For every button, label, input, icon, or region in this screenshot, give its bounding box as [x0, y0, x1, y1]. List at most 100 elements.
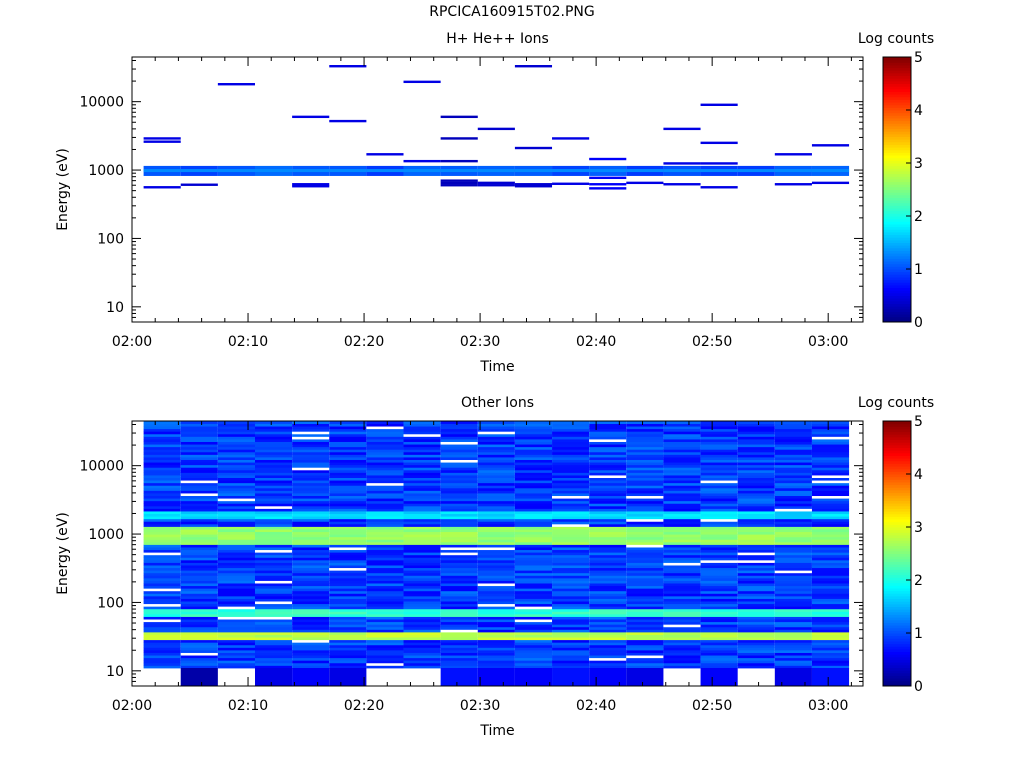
heatmap-cell	[774, 583, 812, 587]
heatmap-cell	[254, 575, 293, 579]
heatmap-cell	[514, 652, 553, 656]
heatmap-cell	[180, 423, 218, 427]
heatmap-cell	[700, 472, 738, 476]
colorbar-tick-label: 2	[914, 209, 923, 225]
heatmap-cell	[514, 660, 553, 664]
heatmap-cell	[292, 601, 330, 605]
heatmap-cell	[477, 626, 515, 630]
heatmap-cell	[403, 433, 441, 437]
heatmap-cell	[774, 567, 812, 571]
heatmap-cell	[366, 457, 404, 460]
heatmap-cell	[514, 588, 553, 592]
heatmap-cell	[700, 544, 738, 548]
heatmap-cell	[811, 464, 850, 468]
heatmap-cell	[589, 462, 627, 466]
heatmap-cell	[477, 595, 515, 599]
heatmap-cell	[440, 606, 478, 610]
heatmap-cell	[180, 655, 218, 659]
colorbar-tick-label: 5	[914, 414, 923, 430]
heatmap-cell	[403, 469, 441, 473]
heatmap-cell	[403, 516, 441, 520]
colorbar-step	[883, 593, 911, 597]
colorbar-step	[883, 529, 911, 533]
heatmap-cell	[700, 621, 738, 625]
heatmap-cell	[663, 626, 701, 630]
colorbar-step	[883, 580, 911, 584]
colorbar-tick-label: 5	[914, 50, 923, 66]
heatmap-cell	[366, 475, 404, 479]
heatmap-cell	[292, 529, 330, 533]
heatmap-cell	[292, 439, 330, 442]
heatmap-cell	[663, 459, 701, 463]
colorbar-step	[883, 168, 911, 172]
heatmap-cell	[180, 575, 218, 579]
heatmap-cell	[663, 544, 701, 548]
heatmap-cell	[514, 665, 553, 669]
heatmap-cell	[811, 626, 850, 630]
heatmap-cell	[589, 544, 627, 548]
heatmap-cell	[180, 554, 218, 558]
heatmap-cell	[440, 441, 478, 445]
heatmap-cell	[552, 616, 590, 620]
heatmap-cell	[514, 485, 553, 489]
heatmap-cell	[366, 595, 404, 599]
heatmap-cell	[514, 436, 553, 440]
heatmap-cell	[143, 493, 181, 497]
heatmap-cell	[254, 531, 293, 535]
heatmap-cell	[403, 567, 441, 571]
heatmap-cell	[254, 588, 293, 592]
heatmap-cell	[514, 616, 553, 620]
colorbar-step	[883, 117, 911, 122]
heatmap-cell	[477, 436, 515, 440]
heatmap-cell	[366, 521, 404, 525]
heatmap-cell	[737, 441, 775, 445]
colorbar-step	[883, 492, 911, 496]
heatmap-cell	[552, 485, 590, 489]
heatmap-cell	[292, 518, 330, 522]
colorbar-step	[883, 487, 911, 491]
heatmap-cell	[589, 529, 627, 533]
heatmap-cell	[737, 457, 775, 460]
heatmap-cell	[440, 495, 478, 499]
heatmap-cell	[440, 565, 478, 569]
heatmap-cell	[811, 526, 850, 530]
heatmap-cell	[477, 534, 515, 538]
heatmap-cell	[811, 467, 850, 471]
heatmap-cell	[254, 426, 293, 430]
heatmap-cell	[143, 613, 181, 617]
heatmap-cell	[737, 611, 775, 615]
x-tick-label: 02:00	[112, 334, 152, 350]
heatmap-cell	[514, 475, 553, 479]
heatmap-cell	[292, 475, 330, 479]
heatmap-cell	[700, 536, 738, 540]
heatmap-cell	[180, 642, 218, 646]
heatmap-cell	[514, 493, 553, 497]
heatmap-cell	[737, 436, 775, 440]
heatmap-cell	[366, 662, 404, 666]
colorbar-step	[883, 672, 911, 676]
heatmap-cell	[477, 619, 515, 623]
heatmap-cell	[329, 554, 367, 558]
heatmap-cell	[217, 482, 255, 486]
heatmap-cell	[737, 469, 775, 473]
heatmap-cell	[477, 493, 515, 497]
count-segment	[477, 127, 515, 131]
heatmap-cell	[552, 583, 590, 587]
heatmap-cell	[811, 657, 850, 661]
heatmap-cell	[403, 526, 441, 530]
colorbar-step	[883, 444, 911, 448]
heatmap-cell	[774, 480, 812, 484]
colorbar-step	[883, 447, 911, 451]
heatmap-cell	[700, 603, 738, 607]
heatmap-cell	[663, 426, 701, 430]
heatmap-cell	[774, 536, 812, 540]
heatmap-cell	[514, 441, 553, 445]
heatmap-cell	[217, 516, 255, 520]
heatmap-cell	[737, 454, 775, 458]
heatmap-cell	[700, 557, 738, 561]
heatmap-cell	[700, 606, 738, 610]
heatmap-cell	[366, 511, 404, 515]
heatmap-cell	[477, 431, 515, 435]
heatmap-cell	[663, 457, 701, 460]
